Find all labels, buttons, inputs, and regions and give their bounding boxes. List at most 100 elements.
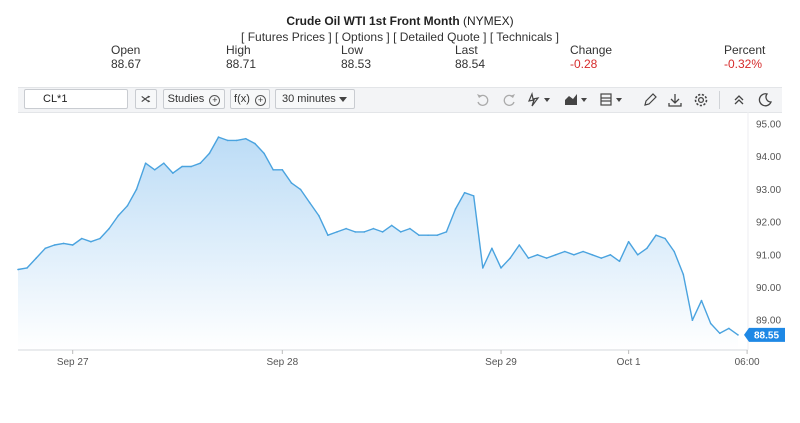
price-point (600, 257, 603, 259)
price-point (235, 139, 238, 142)
price-point (336, 231, 338, 233)
price-point (463, 191, 466, 194)
price-point (81, 237, 83, 240)
redo-icon[interactable] (500, 91, 518, 109)
price-point (181, 165, 183, 168)
price-point (290, 182, 293, 184)
x-tick-label: Sep 29 (485, 357, 517, 368)
price-point (709, 322, 712, 325)
stat-value: 88.53 (341, 57, 372, 71)
price-point (482, 267, 484, 269)
functions-label: f(x) (234, 93, 250, 105)
price-point (618, 260, 621, 263)
price-point (62, 242, 65, 245)
link-futures-prices[interactable]: Futures Prices (247, 30, 326, 44)
stat-value: 88.54 (455, 57, 486, 71)
stat-value: 88.67 (111, 57, 142, 71)
shuffle-button[interactable] (135, 89, 157, 109)
price-point (281, 169, 284, 171)
undo-icon[interactable] (474, 91, 492, 109)
stat-last: Last 88.54 (455, 43, 485, 71)
price-point (354, 231, 357, 233)
price-point (126, 205, 129, 207)
price-point (418, 234, 420, 236)
link-technicals[interactable]: Technicals (496, 30, 553, 44)
stat-label: Open (111, 43, 141, 57)
studies-button[interactable]: Studies + (163, 89, 225, 109)
price-point (308, 201, 311, 204)
price-point (363, 231, 366, 233)
price-point (436, 234, 439, 236)
toolbar-divider (719, 91, 720, 109)
quote-stats: Open 88.67 High 88.71 Low 88.53 Last 88.… (0, 43, 800, 73)
price-point (217, 136, 220, 138)
y-tick-label: 94.00 (756, 152, 781, 163)
price-point (17, 268, 19, 271)
collapse-icon[interactable] (730, 91, 748, 109)
stat-label: Last (455, 43, 478, 57)
price-point (646, 247, 648, 250)
last-price-label: 88.55 (754, 330, 779, 341)
x-tick-label: Sep 28 (266, 357, 298, 368)
price-chart[interactable]: 95.00 94.00 93.00 92.00 91.00 90.00 89.00 Sep … (0, 112, 800, 377)
settings-icon[interactable] (692, 91, 710, 109)
exchange-name: (NYMEX) (459, 14, 514, 28)
caret-down-icon (339, 97, 347, 102)
last-price-badge: 88.55 (744, 327, 785, 342)
price-point (90, 240, 92, 243)
template-icon[interactable] (598, 91, 626, 109)
pencil-icon[interactable] (641, 91, 659, 109)
price-point (554, 254, 557, 256)
plus-circle-icon: + (254, 95, 266, 106)
price-point (445, 231, 448, 233)
interval-select[interactable]: 30 minutes (275, 89, 355, 109)
theme-icon[interactable] (756, 91, 774, 109)
stat-label: High (226, 43, 251, 57)
studies-label: Studies (167, 93, 205, 105)
stat-value: -0.32% (724, 57, 763, 71)
price-point (491, 247, 493, 250)
header: Crude Oil WTI 1st Front Month (NYMEX) [ … (0, 14, 800, 44)
draw-tools-icon[interactable] (526, 91, 554, 109)
download-icon[interactable] (666, 91, 684, 109)
price-point (573, 254, 575, 256)
quote-links: [ Futures Prices ] [ Options ] [ Detaile… (241, 30, 559, 44)
price-point (190, 165, 192, 168)
price-point (545, 257, 548, 259)
y-tick-label: 90.00 (756, 283, 781, 294)
price-point (454, 208, 457, 210)
y-tick-label: 89.00 (756, 316, 781, 327)
price-point (737, 334, 739, 336)
price-point (272, 169, 275, 171)
chart-type-icon[interactable] (563, 91, 591, 109)
functions-button[interactable]: f(x) + (230, 89, 270, 109)
price-point (71, 244, 74, 246)
price-point (400, 231, 402, 233)
stat-percent: Percent -0.32% (724, 43, 765, 71)
price-point (381, 231, 384, 233)
y-tick-label: 93.00 (756, 185, 781, 196)
price-point (664, 237, 666, 240)
price-point (318, 214, 320, 217)
stat-label: Percent (724, 43, 766, 57)
price-point (372, 227, 375, 230)
price-point (536, 254, 539, 256)
link-options[interactable]: Options (341, 30, 384, 44)
price-point (299, 188, 302, 191)
price-point (527, 257, 530, 259)
stat-change: Change -0.28 (570, 43, 612, 71)
price-point (153, 169, 156, 171)
price-point (99, 237, 101, 240)
price-point (26, 267, 28, 269)
price-point (691, 319, 694, 321)
price-point (682, 273, 685, 276)
link-detailed-quote[interactable]: Detailed Quote (399, 30, 480, 44)
symbol-search-input[interactable] (24, 89, 128, 109)
price-point (245, 137, 247, 140)
y-tick-label: 95.00 (756, 120, 781, 131)
shuffle-icon (141, 95, 151, 103)
price-point (582, 250, 584, 253)
price-point (390, 224, 393, 227)
price-point (591, 254, 593, 256)
price-point (564, 250, 566, 253)
